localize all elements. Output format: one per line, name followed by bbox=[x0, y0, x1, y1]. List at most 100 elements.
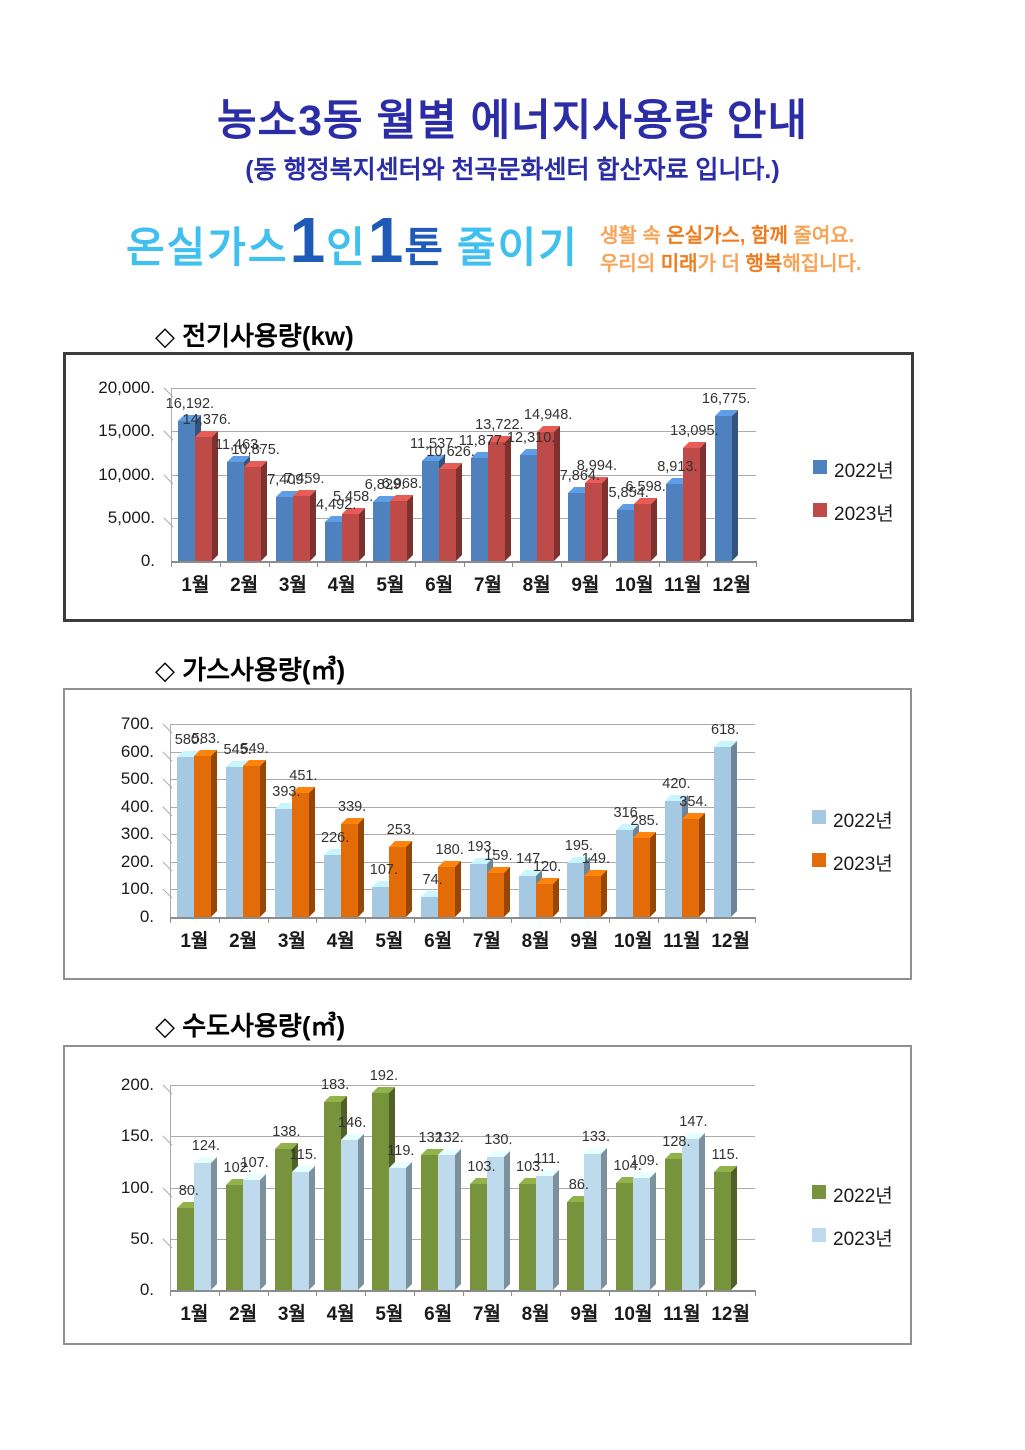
bar-2023년-6월 bbox=[439, 463, 463, 561]
x-axis-label: 6월 bbox=[425, 575, 454, 596]
bar-2023년-4월 bbox=[340, 817, 364, 917]
bar-side-face bbox=[456, 463, 463, 561]
axis-tick bbox=[608, 917, 610, 923]
axis-tick bbox=[560, 917, 561, 923]
bar-2023년-11월 bbox=[682, 441, 706, 561]
y-axis-label: 5,000. bbox=[107, 507, 155, 527]
x-axis-label: 7월 bbox=[472, 1304, 501, 1325]
x-axis-label: 2월 bbox=[230, 575, 259, 596]
data-label: 86. bbox=[568, 1176, 589, 1193]
y-axis-label: 400. bbox=[120, 796, 154, 816]
bar-2022년-7월 bbox=[470, 452, 494, 561]
data-label: 146. bbox=[338, 1115, 367, 1132]
x-axis-label: 8월 bbox=[522, 575, 551, 596]
bar-2022년-10월 bbox=[616, 823, 640, 917]
axis-tick bbox=[511, 917, 513, 923]
axis-tick bbox=[609, 561, 611, 567]
gridline bbox=[170, 834, 755, 836]
y-axis-label: 0. bbox=[140, 551, 155, 570]
x-axis-label: 1월 bbox=[181, 575, 210, 596]
axis-tick bbox=[170, 917, 171, 923]
bar-2023년-7월 bbox=[487, 436, 511, 561]
axis-tick bbox=[658, 561, 660, 567]
slogan-segment: 해집니다. bbox=[782, 253, 862, 275]
data-label: 133. bbox=[581, 1128, 610, 1145]
axis-tick bbox=[317, 561, 319, 567]
bar-2023년-7월 bbox=[486, 867, 510, 917]
bar-side-face bbox=[651, 497, 658, 561]
data-label: 147. bbox=[679, 1114, 708, 1131]
slogan-segment: 행복 bbox=[745, 253, 783, 275]
data-label: 618. bbox=[711, 721, 740, 738]
x-axis-label: 10월 bbox=[613, 1304, 653, 1325]
bar-2022년-9월 bbox=[567, 1195, 591, 1290]
bar-2022년-9월 bbox=[567, 857, 591, 917]
bar-2022년-5월 bbox=[372, 1087, 396, 1290]
axis-tick bbox=[657, 917, 659, 923]
bar-2023년-8월 bbox=[535, 877, 559, 917]
x-axis-label: 1월 bbox=[180, 931, 209, 952]
data-label: 4,492. bbox=[315, 497, 357, 514]
axis-tick bbox=[608, 1290, 610, 1296]
data-label: 549. bbox=[240, 740, 269, 757]
axis-tick bbox=[170, 1290, 171, 1296]
bar-side-face bbox=[358, 507, 365, 561]
data-label: 183. bbox=[321, 1077, 350, 1094]
axis-tick bbox=[316, 917, 318, 923]
data-label: 104. bbox=[613, 1158, 642, 1175]
data-label: 132. bbox=[418, 1129, 447, 1146]
data-label: 103. bbox=[467, 1159, 496, 1176]
axis-tick bbox=[755, 917, 756, 923]
data-label: 195. bbox=[564, 838, 593, 855]
y-axis-label: 150. bbox=[120, 1126, 154, 1146]
bar-side-face bbox=[211, 1156, 218, 1290]
data-label: 10,626. bbox=[426, 444, 475, 461]
data-label: 149. bbox=[581, 850, 610, 867]
x-axis-label: 9월 bbox=[570, 1304, 599, 1325]
data-label: 354. bbox=[679, 794, 708, 811]
y-axis-label: 500. bbox=[120, 769, 154, 789]
data-label: 107. bbox=[240, 1155, 269, 1172]
bar-2023년-3월 bbox=[291, 786, 315, 917]
data-label: 7,409. bbox=[267, 471, 308, 488]
gridline bbox=[171, 517, 756, 519]
bar-2023년-4월 bbox=[340, 1134, 364, 1290]
bar-side-face bbox=[211, 750, 218, 917]
gridline bbox=[170, 1136, 755, 1138]
bar-2023년-11월 bbox=[681, 813, 705, 917]
x-axis-label: 4월 bbox=[326, 1304, 355, 1325]
y-axis-label: 300. bbox=[120, 824, 154, 844]
gridline bbox=[170, 751, 755, 753]
x-axis-label: 11월 bbox=[663, 931, 701, 952]
data-label: 13,095. bbox=[670, 422, 719, 439]
data-label: 74. bbox=[422, 871, 443, 888]
data-label: 120. bbox=[533, 858, 562, 875]
gridline bbox=[171, 388, 756, 389]
data-label: 8,913. bbox=[657, 458, 698, 475]
axis-tick bbox=[366, 561, 367, 567]
bar-2023년-3월 bbox=[291, 1166, 315, 1290]
axis-tick bbox=[316, 1290, 318, 1296]
data-label: 580. bbox=[174, 732, 203, 749]
bar-2023년-8월 bbox=[536, 425, 560, 561]
axis-tick bbox=[413, 1290, 415, 1296]
data-label: 316. bbox=[613, 804, 642, 821]
axis-tick bbox=[365, 1290, 366, 1296]
data-label: 14,376. bbox=[182, 411, 232, 428]
legend-swatch-2023년 bbox=[812, 853, 826, 867]
data-label: 111. bbox=[534, 1151, 561, 1168]
bar-2023년-5월 bbox=[389, 841, 413, 917]
data-label: 115. bbox=[711, 1147, 739, 1164]
axis-tick bbox=[755, 1290, 756, 1296]
gas-chart-title: ◇ 가스사용량(㎥) bbox=[155, 655, 346, 685]
bar-side-face bbox=[504, 436, 511, 561]
x-axis-label: 8월 bbox=[521, 1304, 550, 1325]
x-axis-label: 2월 bbox=[229, 931, 258, 952]
data-label: 102. bbox=[223, 1160, 252, 1177]
data-label: 12,310. bbox=[506, 429, 556, 446]
data-label: 11,877. bbox=[458, 433, 507, 450]
data-label: 107. bbox=[369, 862, 398, 879]
x-axis-label: 5월 bbox=[376, 575, 405, 596]
slogan-segment: 가 더 bbox=[697, 253, 746, 275]
bar-2022년-7월 bbox=[469, 1178, 493, 1290]
